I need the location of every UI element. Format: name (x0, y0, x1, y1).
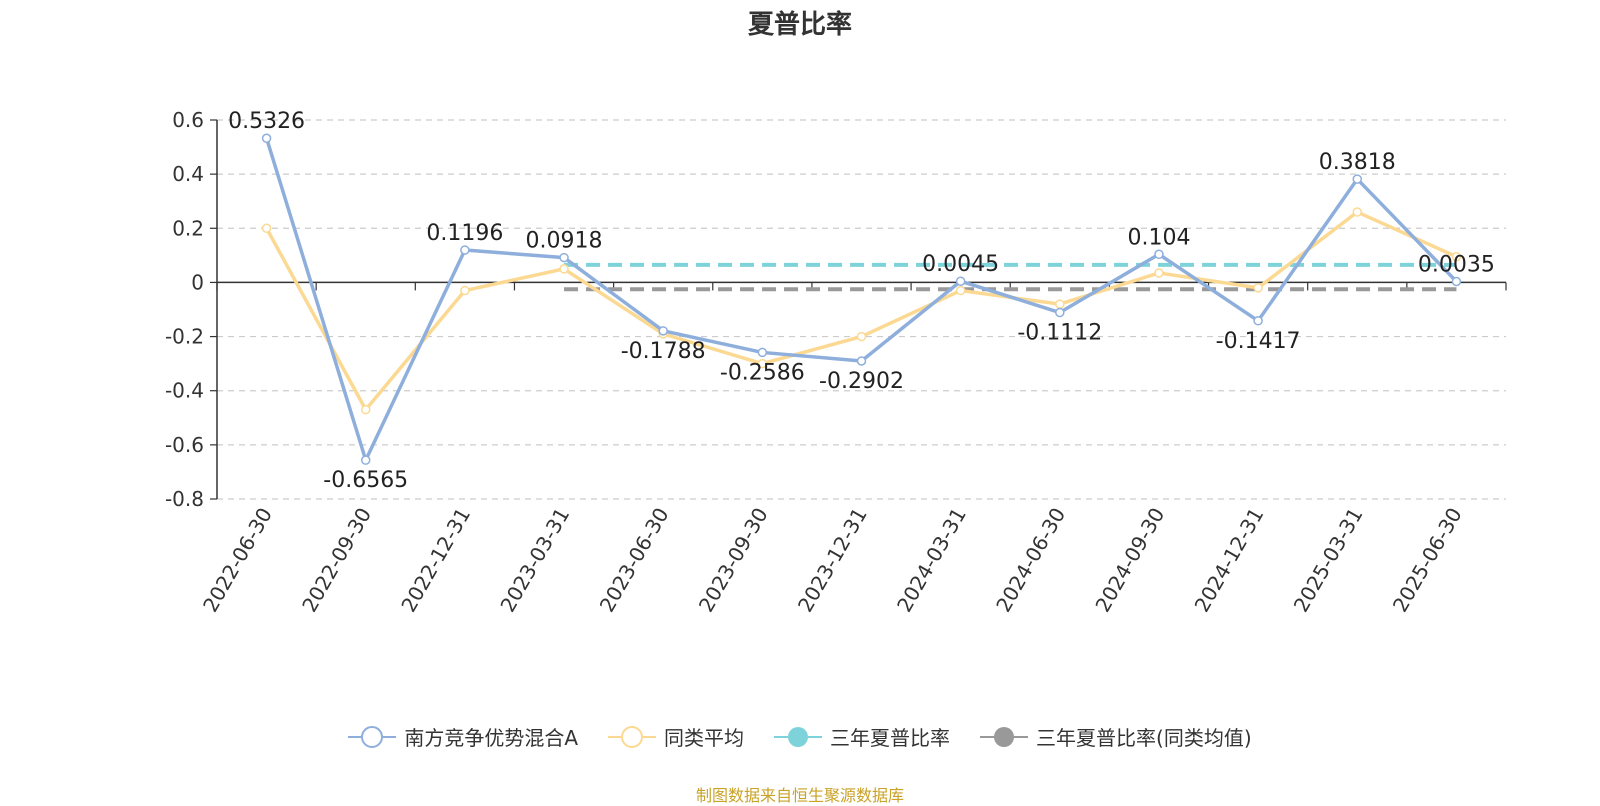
data-label: -0.1417 (1216, 329, 1301, 354)
peer-average-point (1253, 283, 1263, 293)
data-label: -0.2586 (720, 360, 805, 385)
legend-symbol-icon (608, 725, 657, 748)
fund-series-line (264, 137, 1458, 462)
fund-point (1352, 174, 1363, 184)
series-layer (261, 133, 1462, 465)
data-label: 0.0045 (922, 252, 999, 277)
x-tick-label: 2023-03-31 (495, 504, 574, 617)
x-tick-label: 2023-12-31 (793, 504, 872, 617)
peer-average-point (1154, 268, 1164, 278)
legend-label: 同类平均 (664, 726, 745, 750)
peer-average-point (559, 264, 569, 274)
peer-average-point (1451, 251, 1462, 262)
legend-symbol-icon (774, 726, 823, 747)
data-label: -0.1788 (621, 339, 706, 364)
peer-average-point (955, 285, 966, 296)
fund-point (1055, 307, 1065, 318)
legend-item[interactable]: 同类平均 (608, 722, 744, 751)
legend-label: 三年夏普比率(同类均值) (1036, 726, 1252, 750)
peer-average-point (1055, 299, 1065, 309)
y-tick-label: -0.8 (165, 487, 204, 511)
peer-average-point (757, 358, 768, 369)
x-tick-label: 2024-09-30 (1090, 504, 1169, 617)
x-tick-label: 2023-06-30 (595, 504, 674, 617)
data-label: -0.1112 (1017, 321, 1102, 346)
legend-marker (994, 726, 1015, 747)
x-tick-label: 2022-09-30 (297, 504, 376, 617)
data-label: 0.3818 (1319, 150, 1396, 175)
fund-point (955, 276, 966, 286)
data-label: 0.1196 (426, 221, 503, 246)
x-tick-label: 2025-06-30 (1388, 504, 1467, 617)
x-tick-label: 2024-06-30 (991, 504, 1070, 617)
fund-point (658, 326, 668, 336)
chart-title: 夏普比率 (747, 10, 852, 40)
legend-marker (361, 725, 384, 748)
legend-item[interactable]: 三年夏普比率(同类均值) (980, 722, 1252, 751)
fund-point (856, 356, 867, 366)
source-note: 制图数据来自恒生聚源数据库 (695, 786, 904, 805)
x-tick-label: 2023-09-30 (694, 504, 773, 617)
legend-marker (621, 725, 644, 748)
y-tick-label: 0 (191, 270, 204, 294)
data-label: 0.5326 (228, 109, 305, 134)
legend-label: 三年夏普比率 (830, 726, 951, 750)
x-tick-label: 2024-12-31 (1190, 504, 1269, 617)
legend-item[interactable]: 南方竞争优势混合A (348, 722, 578, 751)
y-tick-label: -0.6 (165, 433, 204, 457)
x-tick-label: 2025-03-31 (1289, 504, 1368, 617)
fund-point (1451, 276, 1462, 287)
y-tick-label: 0.4 (172, 162, 204, 186)
peer-average-point (360, 404, 371, 415)
x-tick-label: 2024-03-31 (892, 503, 971, 616)
y-tick-label: 0.2 (172, 216, 204, 240)
legend-label: 南方竞争优势混合A (404, 726, 579, 750)
legend-symbol-icon (980, 726, 1029, 747)
data-label: 0.0035 (1418, 252, 1495, 277)
fund-point (460, 245, 470, 255)
peer-average-point (261, 223, 272, 234)
x-tick-label: 2022-12-31 (396, 504, 475, 617)
legend-symbol-icon (348, 725, 397, 748)
fund-point (1253, 316, 1263, 326)
fund-point (757, 347, 768, 358)
peer-average-point (460, 285, 470, 296)
y-tick-label: 0.6 (172, 108, 204, 132)
legend-item[interactable]: 三年夏普比率 (774, 722, 950, 751)
y-tick-label: -0.2 (165, 325, 204, 349)
legend-marker (788, 726, 809, 747)
fund-point (559, 252, 569, 263)
fund-point (1154, 249, 1164, 260)
data-label: -0.2902 (819, 369, 904, 394)
fund-point (261, 133, 272, 143)
x-tick-label: 2022-06-30 (198, 504, 277, 617)
peer-average-point (856, 331, 867, 342)
data-label: -0.6565 (323, 468, 408, 493)
fund-point (360, 455, 371, 465)
data-label: 0.0918 (526, 229, 603, 254)
y-tick-label: -0.4 (165, 379, 204, 403)
grid-layer (217, 119, 1506, 500)
peer-average-point (1352, 207, 1363, 217)
legend: 南方竞争优势混合A 同类平均 三年夏普比率 三年夏普比率(同类均值) (0, 722, 1600, 751)
data-label: 0.104 (1127, 225, 1190, 250)
